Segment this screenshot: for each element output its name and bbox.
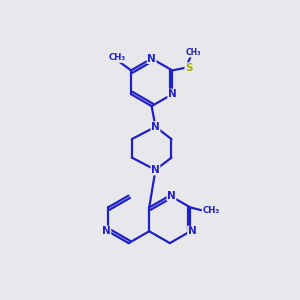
Text: N: N bbox=[151, 122, 160, 132]
Text: N: N bbox=[167, 190, 176, 201]
Text: CH₃: CH₃ bbox=[202, 206, 220, 215]
Text: CH₃: CH₃ bbox=[186, 48, 201, 57]
Text: N: N bbox=[188, 226, 197, 236]
Text: N: N bbox=[168, 89, 177, 99]
Text: N: N bbox=[151, 165, 160, 175]
Text: N: N bbox=[147, 53, 156, 64]
Text: S: S bbox=[185, 63, 193, 73]
Text: CH₃: CH₃ bbox=[109, 53, 126, 62]
Text: N: N bbox=[102, 226, 111, 236]
